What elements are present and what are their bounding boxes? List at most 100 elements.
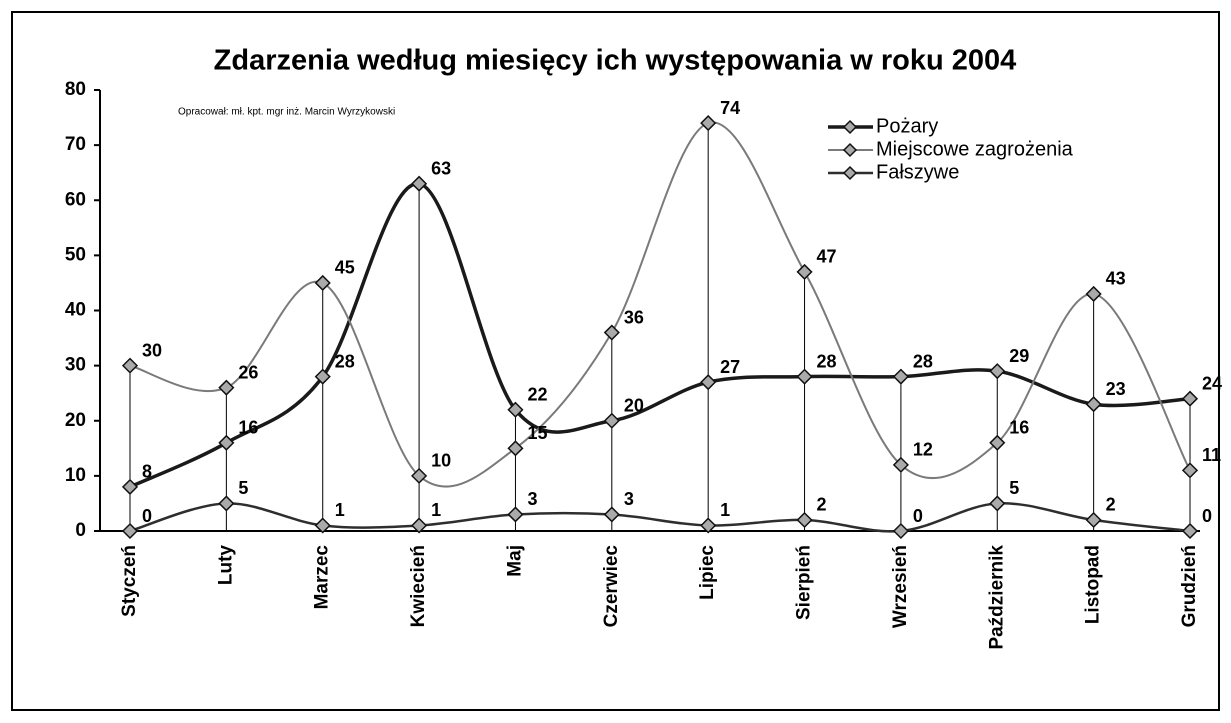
data-label: 24 — [1202, 373, 1222, 393]
series-line — [129, 181, 1191, 489]
subtitle: Opracował: mł. kpt. mgr inż. Marcin Wyrz… — [178, 107, 395, 118]
data-label: 0 — [1202, 506, 1212, 526]
y-tick-label: 80 — [65, 79, 86, 100]
data-label: 5 — [1009, 478, 1019, 498]
data-label: 15 — [527, 423, 547, 443]
marker — [121, 357, 139, 374]
x-tick-label: Kwiecień — [408, 545, 429, 627]
marker — [1181, 390, 1199, 407]
data-label: 23 — [1106, 379, 1126, 399]
data-label: 8 — [142, 462, 152, 482]
data-label: 1 — [431, 500, 441, 520]
chart-title: Zdarzenia według miesięcy ich występowan… — [214, 45, 1017, 77]
x-tick-label: Luty — [215, 545, 236, 586]
y-tick-label: 60 — [65, 189, 86, 210]
data-label: 12 — [913, 440, 933, 460]
data-label: 63 — [431, 158, 451, 178]
marker — [507, 401, 524, 418]
x-tick-label: Listopad — [1083, 545, 1104, 624]
data-label: 36 — [624, 307, 644, 327]
marker — [700, 374, 717, 391]
data-label: 2 — [817, 495, 827, 515]
data-label: 74 — [720, 98, 740, 118]
data-label: 45 — [335, 258, 355, 278]
data-label: 30 — [142, 340, 162, 360]
data-label: 26 — [238, 362, 258, 382]
x-tick-label: Wrzesień — [890, 545, 911, 628]
frame — [11, 11, 1220, 711]
data-label: 29 — [1009, 346, 1029, 366]
y-tick-label: 0 — [75, 520, 86, 541]
marker — [989, 363, 1006, 380]
x-tick-label: Sierpień — [794, 545, 815, 620]
data-label: 1 — [720, 500, 730, 520]
marker — [892, 368, 909, 385]
marker — [603, 506, 620, 523]
legend-label: Pożary — [876, 115, 938, 137]
data-label: 28 — [335, 351, 355, 371]
x-tick-label: Maj — [504, 545, 525, 577]
x-tick-label: Grudzień — [1179, 545, 1200, 627]
x-tick-label: Październik — [986, 545, 1007, 650]
marker — [314, 517, 331, 534]
data-label: 22 — [527, 384, 547, 404]
y-tick-label: 70 — [65, 134, 86, 155]
data-label: 10 — [431, 451, 451, 471]
marker — [121, 478, 139, 495]
marker — [121, 522, 139, 540]
data-label: 43 — [1106, 269, 1126, 289]
y-tick-label: 40 — [65, 300, 86, 321]
marker — [218, 379, 235, 396]
data-label: 20 — [624, 396, 644, 416]
marker — [796, 511, 813, 529]
data-label: 2 — [1106, 495, 1116, 515]
marker — [892, 456, 909, 473]
x-tick-label: Lipiec — [697, 545, 718, 600]
marker — [1085, 285, 1102, 303]
marker — [218, 495, 235, 512]
data-label: 0 — [913, 506, 923, 526]
data-label: 11 — [1202, 445, 1221, 465]
legend-marker — [842, 119, 858, 135]
marker — [314, 274, 331, 291]
marker — [892, 522, 909, 540]
legend-marker — [842, 165, 858, 181]
data-label: 28 — [913, 351, 933, 371]
marker — [796, 263, 813, 280]
x-tick-label: Marzec — [312, 545, 333, 610]
marker — [603, 324, 620, 341]
data-label: 3 — [624, 489, 634, 509]
marker — [314, 368, 331, 385]
marker — [989, 434, 1006, 451]
marker — [1181, 462, 1199, 479]
y-tick-label: 20 — [65, 410, 86, 431]
marker — [218, 434, 235, 451]
marker — [411, 517, 428, 534]
data-label: 16 — [1009, 418, 1029, 438]
y-tick-label: 30 — [65, 355, 86, 376]
marker — [796, 368, 813, 385]
data-label: 16 — [238, 418, 258, 438]
legend-marker — [842, 142, 858, 158]
data-label: 47 — [817, 247, 837, 267]
marker — [411, 467, 428, 484]
marker — [700, 517, 717, 534]
marker — [1085, 396, 1102, 413]
marker — [411, 175, 428, 192]
x-tick-label: Czerwiec — [601, 545, 622, 628]
y-tick-label: 50 — [65, 244, 86, 265]
data-label: 3 — [527, 489, 537, 509]
series-line — [129, 121, 1191, 488]
marker — [989, 495, 1006, 512]
marker — [700, 115, 717, 132]
data-label: 5 — [238, 478, 248, 498]
x-tick-label: Styczeń — [119, 545, 140, 617]
y-tick-label: 10 — [65, 465, 86, 486]
marker — [1085, 511, 1102, 529]
data-label: 27 — [720, 357, 740, 377]
legend-label: Fałszywe — [876, 161, 959, 183]
marker — [1181, 522, 1199, 540]
series-line — [129, 502, 1191, 533]
marker — [603, 412, 620, 429]
